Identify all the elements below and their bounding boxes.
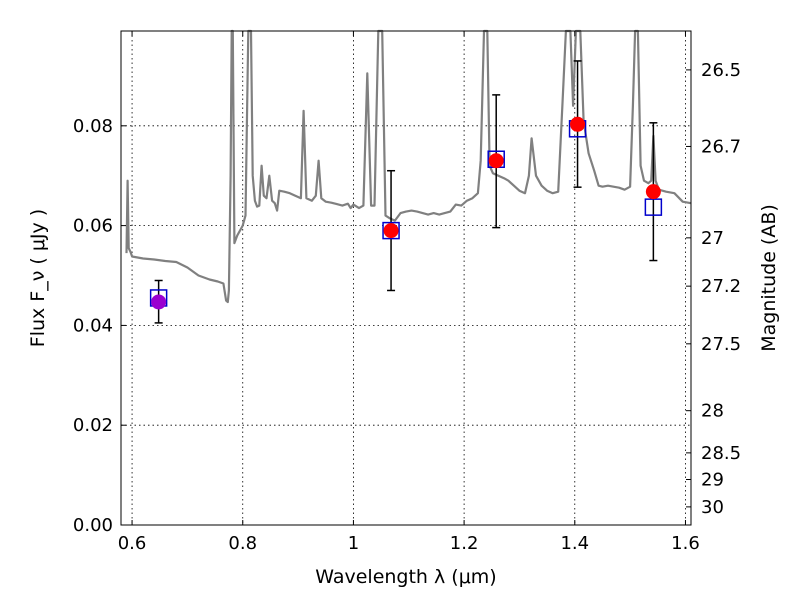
right-axis-label: Magnitude (AB) bbox=[758, 204, 780, 352]
y-axis-ticks: 0.00 0.02 0.04 0.06 0.08 bbox=[73, 116, 126, 536]
x-tick-label: 0.6 bbox=[118, 533, 147, 554]
right-tick-label: 28 bbox=[701, 401, 724, 422]
model-spectrum-layer bbox=[125, 29, 692, 304]
right-tick-label: 27 bbox=[701, 228, 724, 249]
observed-point-marker bbox=[488, 153, 504, 169]
x-tick-label: 1 bbox=[348, 533, 359, 554]
x-axis-ticks: 0.6 0.8 1 1.2 1.4 1.6 bbox=[118, 31, 700, 554]
observed-point-marker bbox=[570, 116, 586, 132]
y-axis-label: Flux F_ν ( μJy ) bbox=[27, 209, 49, 347]
right-tick-label: 27.2 bbox=[701, 276, 741, 297]
y-tick-label: 0.08 bbox=[73, 116, 113, 137]
observed-point-marker bbox=[151, 294, 167, 310]
right-tick-label: 30 bbox=[701, 497, 724, 518]
synthetic-square-marker bbox=[382, 221, 400, 240]
y-tick-label: 0.06 bbox=[73, 216, 113, 237]
y-tick-label: 0.04 bbox=[73, 315, 113, 336]
synthetic-photometry-markers bbox=[149, 120, 663, 307]
right-tick-label: 29 bbox=[701, 469, 724, 490]
x-axis-label: Wavelength λ (μm) bbox=[315, 566, 496, 588]
x-tick-label: 1.4 bbox=[560, 533, 589, 554]
right-tick-label: 27.5 bbox=[701, 334, 741, 355]
observed-point-marker bbox=[645, 184, 661, 200]
plot-frame bbox=[120, 30, 692, 526]
observed-photometry-markers bbox=[151, 116, 661, 310]
y-tick-label: 0.00 bbox=[73, 515, 113, 536]
x-tick-label: 1.6 bbox=[671, 533, 700, 554]
right-tick-label: 26.7 bbox=[701, 136, 741, 157]
x-tick-label: 1.2 bbox=[450, 533, 479, 554]
observed-point-marker bbox=[383, 223, 399, 239]
model-spectrum-line bbox=[125, 29, 692, 304]
right-axis-ticks: 26.5 26.7 27 27.2 27.5 28 28.5 29 30 bbox=[686, 60, 741, 518]
right-tick-label: 28.5 bbox=[701, 443, 741, 464]
y-tick-label: 0.02 bbox=[73, 415, 113, 436]
x-tick-label: 0.8 bbox=[228, 533, 257, 554]
right-tick-label: 26.5 bbox=[701, 60, 741, 81]
